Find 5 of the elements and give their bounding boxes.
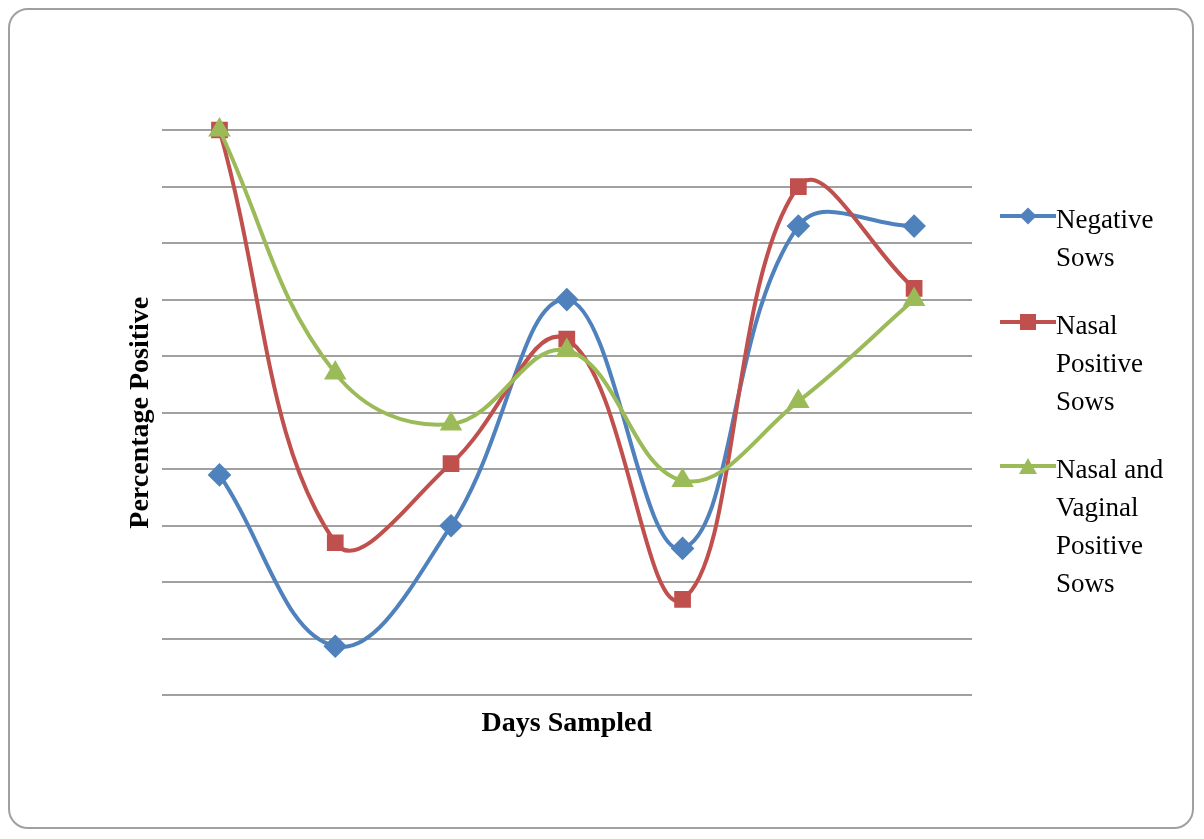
legend-label: Negative Sows	[1056, 203, 1155, 274]
x-axis-title: Days Sampled	[481, 706, 653, 738]
y-axis-title: Percentage Positive	[123, 296, 155, 529]
legend-label: Nasal and Vaginal Positive Sows	[1056, 453, 1165, 600]
legend-label: Nasal Positive Sows	[1056, 309, 1144, 418]
